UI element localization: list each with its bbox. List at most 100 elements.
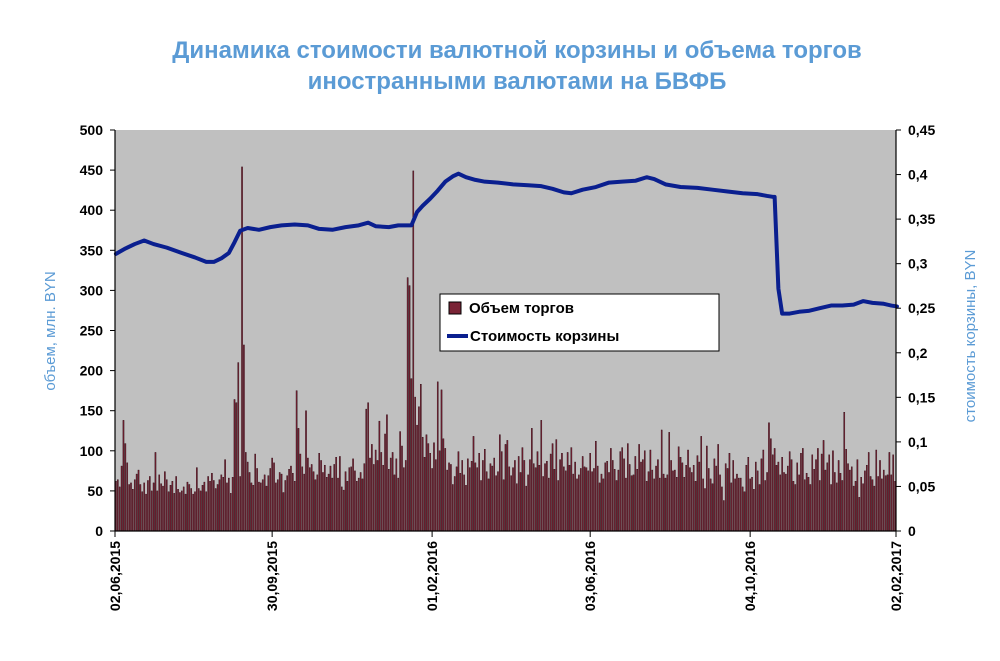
bar xyxy=(386,414,388,532)
bar xyxy=(478,453,480,532)
bar xyxy=(455,466,458,532)
y-axis-right-title: стоимость корзины, BYN xyxy=(962,250,979,423)
bar xyxy=(218,479,221,532)
bar xyxy=(395,458,398,532)
bar xyxy=(600,473,603,532)
bar xyxy=(188,484,191,532)
y-left-tick-label: 50 xyxy=(87,483,103,499)
bar xyxy=(482,460,484,532)
bar xyxy=(747,457,750,532)
bar xyxy=(457,451,460,532)
bar xyxy=(824,469,827,532)
bar xyxy=(790,459,793,532)
x-tick-label: 30,09,2015 xyxy=(264,541,280,611)
bar xyxy=(216,484,219,532)
bar xyxy=(783,472,785,532)
bar xyxy=(260,482,262,532)
bar xyxy=(446,469,448,532)
bar xyxy=(719,474,721,532)
bar xyxy=(721,486,723,532)
bar xyxy=(410,378,413,532)
bar xyxy=(344,471,347,532)
legend-box xyxy=(439,293,720,352)
bar xyxy=(809,484,812,532)
y-axis-left-title: объем, млн. BYN xyxy=(42,271,59,390)
bar xyxy=(538,465,541,532)
bar xyxy=(773,448,776,532)
bar xyxy=(653,478,655,532)
y-right-tick-label: 0,3 xyxy=(908,256,928,272)
bar xyxy=(871,479,874,532)
bar xyxy=(628,464,631,532)
y-left-tick-label: 300 xyxy=(80,282,104,298)
bar xyxy=(570,447,573,532)
bar xyxy=(525,485,527,532)
bar xyxy=(867,452,870,532)
legend: Объем торгов Стоимость корзины xyxy=(439,293,720,352)
bar xyxy=(186,481,189,532)
bar xyxy=(184,493,187,532)
bar xyxy=(711,483,714,532)
bar xyxy=(487,478,490,532)
bar xyxy=(781,457,783,532)
bar xyxy=(489,463,492,532)
bar xyxy=(467,458,469,532)
bar xyxy=(674,469,676,532)
bar xyxy=(578,474,580,532)
bar xyxy=(615,480,618,532)
bar xyxy=(587,470,590,532)
bar xyxy=(792,481,795,532)
bar xyxy=(147,480,149,532)
bar xyxy=(254,453,256,532)
bar xyxy=(696,455,699,532)
bar xyxy=(858,497,861,532)
bar xyxy=(638,444,640,532)
legend-label-basket: Стоимость корзины xyxy=(470,328,619,345)
bar xyxy=(604,462,607,532)
bar xyxy=(372,464,375,532)
line-layer xyxy=(113,171,899,316)
bar xyxy=(331,477,334,532)
bar xyxy=(649,449,652,532)
bar xyxy=(775,465,778,532)
bar xyxy=(659,477,661,532)
bar xyxy=(205,491,208,532)
y-right-tick-label: 0,05 xyxy=(908,478,935,494)
y-left-tick-label: 400 xyxy=(80,202,104,218)
bar xyxy=(864,470,866,532)
bar xyxy=(657,459,659,532)
bar xyxy=(755,461,757,532)
bar xyxy=(741,486,744,532)
bar xyxy=(734,478,736,532)
bar xyxy=(162,485,164,532)
bar xyxy=(542,476,544,532)
bar xyxy=(120,465,123,532)
bar xyxy=(529,459,531,532)
bar xyxy=(305,410,307,532)
bar xyxy=(271,457,273,532)
bar xyxy=(787,465,789,532)
bar xyxy=(480,480,482,532)
bar xyxy=(613,469,616,532)
bar xyxy=(459,473,462,532)
bar xyxy=(132,489,134,532)
bar xyxy=(707,468,710,532)
bar xyxy=(668,432,671,532)
bar xyxy=(303,473,305,532)
bar xyxy=(890,474,893,532)
bar xyxy=(815,459,817,532)
bar xyxy=(800,453,802,532)
bar xyxy=(828,454,830,532)
bar xyxy=(662,473,665,532)
bar xyxy=(627,443,629,532)
bar xyxy=(888,452,891,532)
bar xyxy=(318,453,320,532)
chart-title-line-2: иностранными валютами на БВФБ xyxy=(308,68,727,95)
bar xyxy=(406,277,409,532)
bar xyxy=(510,475,512,532)
bar xyxy=(165,479,168,532)
bar xyxy=(327,473,330,532)
bar xyxy=(568,465,571,532)
bar xyxy=(884,475,887,532)
bar xyxy=(229,493,232,532)
